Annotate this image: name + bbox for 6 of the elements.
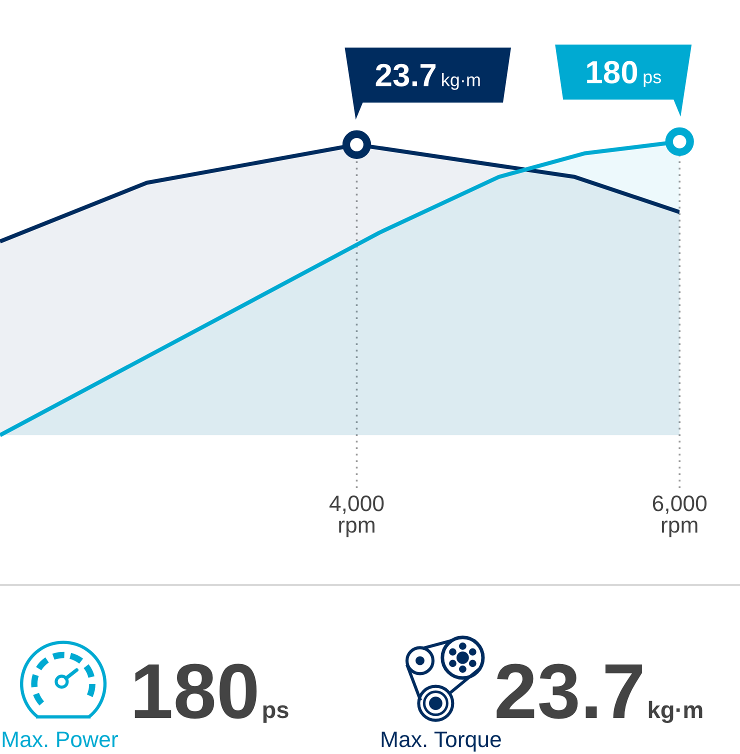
- text: Max. Torque: [382, 732, 501, 752]
- x-tick-label: 6,000 rpm: [652, 496, 707, 538]
- x-tick-label: 4,000 rpm: [329, 496, 384, 538]
- annotation: 180 ps: [587, 60, 662, 87]
- text: Max. Power: [2, 732, 118, 748]
- annotation: 23.7 kg·m: [376, 64, 480, 90]
